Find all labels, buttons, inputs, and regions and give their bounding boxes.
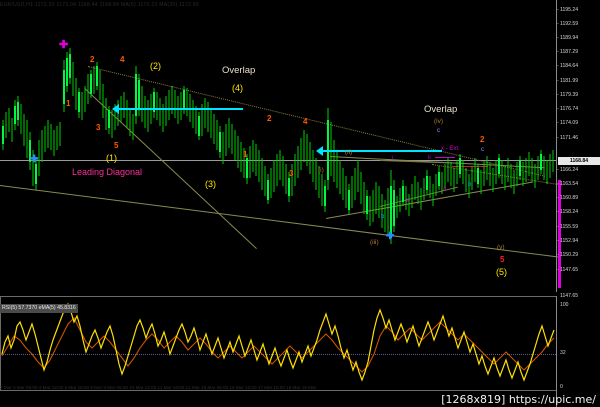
wave-label-roman-i: (i) bbox=[318, 167, 324, 174]
wave-label-2d: 2 bbox=[480, 135, 485, 144]
price-tick: ‑1181.99 bbox=[557, 78, 579, 84]
wave-label-red-5: 5 bbox=[500, 255, 505, 264]
overlap-arrow-left-head-icon bbox=[112, 104, 119, 114]
wave-label-roman-iii: (iii) bbox=[370, 239, 379, 246]
wave-label-primary-1: (1) bbox=[106, 153, 117, 163]
wave-label-4: 4 bbox=[120, 55, 125, 64]
rsi-tick-mid: 32 bbox=[560, 350, 566, 356]
wave-label-minor-ii: ii bbox=[428, 155, 431, 161]
rsi-series bbox=[1, 302, 555, 382]
wave-label-4b: 4 bbox=[303, 117, 308, 126]
wave-label-roman-iv: (iv) bbox=[434, 118, 444, 125]
price-chart-panel[interactable]: EUR/USD,H1 1172.33 1173.04 1168.44 1168.… bbox=[0, 0, 600, 292]
annotation-x-ext: x - Ext. bbox=[441, 146, 460, 152]
price-tick: ‑1150.29 bbox=[557, 252, 579, 258]
current-price-line bbox=[0, 160, 556, 161]
price-tick: ‑1166.24 bbox=[557, 167, 579, 173]
candlestick-series bbox=[1, 48, 554, 244]
overlap-arrow-right-head-icon bbox=[316, 146, 323, 156]
wave-label-c1: c bbox=[437, 128, 440, 134]
wave-label-primary-4: (4) bbox=[232, 83, 243, 93]
swing-low-marker-left-icon: ✚ bbox=[30, 154, 39, 165]
price-tick: ‑1147.65 bbox=[557, 267, 579, 273]
rsi-tick-top: 100 bbox=[560, 302, 569, 308]
x-ext-line bbox=[435, 157, 455, 158]
price-tick: ‑1174.09 bbox=[557, 120, 579, 126]
price-tick: ‑1189.94 bbox=[557, 35, 579, 41]
wave-label-2b: 2 bbox=[267, 114, 272, 123]
wave-label-2: 2 bbox=[90, 55, 95, 64]
wave-label-3c: 3 bbox=[289, 169, 294, 178]
rsi-axis[interactable]: 100 32 0 1147.65 bbox=[556, 293, 600, 407]
wave-label-c2: c bbox=[481, 147, 484, 153]
swing-low-marker-right-icon: ✚ bbox=[386, 231, 395, 242]
wave-label-1: 1 bbox=[66, 99, 71, 108]
price-tick: ‑1176.74 bbox=[557, 106, 579, 112]
wave-label-5: 5 bbox=[114, 141, 119, 150]
overlap-arrow-left-line bbox=[118, 108, 243, 110]
wave-label-primary-5: (5) bbox=[496, 267, 507, 277]
annotation-overlap-right: Overlap bbox=[424, 104, 458, 115]
price-tick: ‑1184.64 bbox=[557, 63, 579, 69]
price-axis[interactable]: ‑1195.24 ‑1192.59 ‑1189.94 ‑1187.29 ‑118… bbox=[556, 0, 600, 292]
price-tick: ‑1163.54 bbox=[557, 181, 579, 187]
rsi-level-line bbox=[1, 354, 556, 355]
price-tick: ‑1155.59 bbox=[557, 224, 579, 230]
wave-label-roman-v: (v) bbox=[497, 244, 505, 251]
price-tick: ‑1187.29 bbox=[557, 49, 579, 55]
price-tick: ‑1152.94 bbox=[557, 238, 579, 244]
image-watermark: [1268x819] https://upic.me/ bbox=[441, 393, 596, 406]
wave-label-minor-i: i bbox=[392, 156, 394, 162]
price-tick: ‑1195.24 bbox=[557, 7, 579, 13]
price-tick: ‑1158.24 bbox=[557, 209, 579, 215]
chart-header-text: EUR/USD,H1 1172.33 1173.04 1168.44 1168.… bbox=[0, 2, 199, 8]
overlap-arrow-right-line bbox=[322, 150, 442, 152]
wave-label-roman-ii: (ii) bbox=[345, 149, 353, 156]
wave-label-primary-3: (3) bbox=[205, 179, 216, 189]
swing-high-marker-icon: ✚ bbox=[59, 39, 69, 51]
rsi-indicator-legend: RSI(5) 57.7370 eMA(5) 45.8316 bbox=[0, 304, 78, 313]
price-tick: ‑1179.39 bbox=[557, 92, 579, 98]
annotation-leading-diagonal: Leading Diagonal bbox=[72, 167, 143, 177]
annotation-overlap-left: Overlap bbox=[222, 65, 256, 76]
wave-label-a1: a bbox=[406, 198, 410, 204]
wave-label-b1: b bbox=[381, 214, 385, 220]
wave-label-b2: b bbox=[468, 182, 472, 188]
ext-level-line bbox=[452, 166, 488, 167]
price-axis-range-highlight bbox=[558, 180, 561, 288]
price-tick: ‑1160.89 bbox=[557, 195, 579, 201]
wave-label-a2: a bbox=[443, 186, 447, 192]
price-tick: ‑1171.46 bbox=[557, 135, 579, 141]
rsi-indicator-panel[interactable]: 100 32 0 1147.65 bbox=[0, 293, 600, 407]
current-price-tag: 1168.84 bbox=[558, 157, 600, 165]
wave-label-3: 3 bbox=[96, 123, 101, 132]
rsi-tick-bottom: 0 bbox=[560, 384, 563, 390]
time-axis-labels: 2 Mar 3 Mar 06:00 4 Mar 12:00 5 Mar 18:0… bbox=[0, 385, 317, 390]
price-tick: ‑1192.59 bbox=[557, 21, 579, 27]
wave-label-1c: 1 bbox=[243, 150, 248, 159]
rsi-axis-top-price: 1147.65 bbox=[560, 293, 579, 299]
wave-label-primary-2: (2) bbox=[150, 61, 161, 71]
